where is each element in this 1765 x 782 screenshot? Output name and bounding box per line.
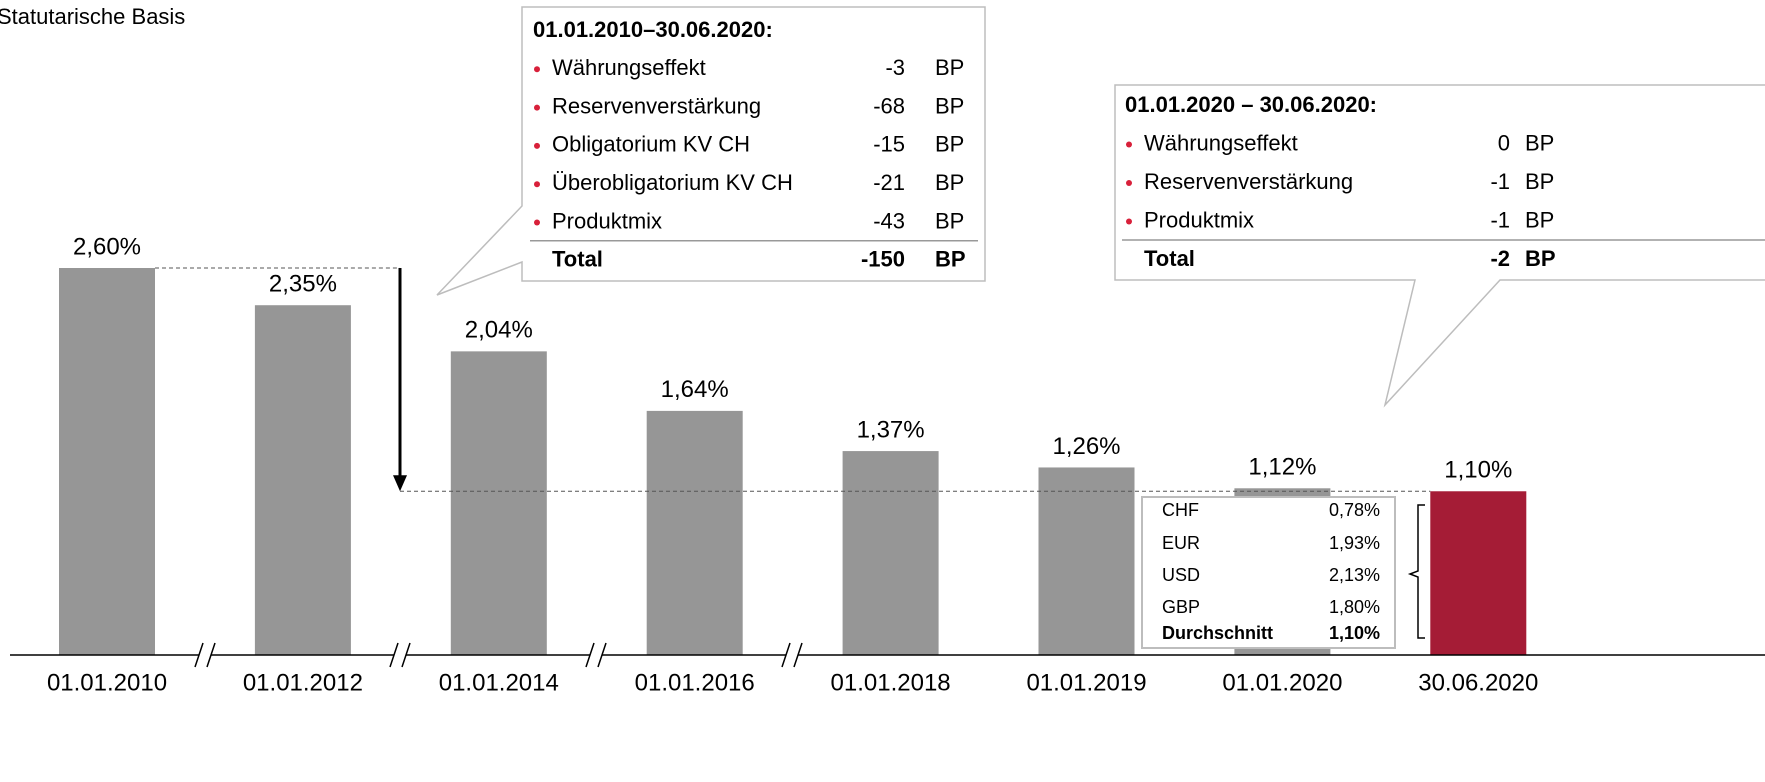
currency-value: 1,10%: [1329, 623, 1380, 643]
callout-row-label: Produktmix: [1144, 207, 1254, 232]
axis-break: [781, 642, 791, 668]
bullet: [1126, 141, 1132, 148]
callout-row-unit: BP: [935, 93, 964, 118]
callout-total-label: Total: [552, 247, 603, 272]
bullet: [534, 142, 540, 149]
axis-break: [206, 642, 216, 668]
bar: [254, 305, 351, 655]
callout-row-unit: BP: [1525, 169, 1554, 194]
axis-break: [597, 642, 607, 668]
value-label: 1,26%: [1052, 433, 1120, 460]
callout-box: [1114, 84, 1765, 408]
callout-row-value: -15: [873, 132, 905, 157]
callout-row-value: 0: [1498, 130, 1510, 155]
callout-total-label: Total: [1144, 246, 1195, 271]
callout-row-label: Währungseffekt: [1144, 130, 1298, 155]
callout-total-value: -150: [861, 247, 905, 272]
currency-name: USD: [1162, 565, 1200, 585]
callout-row-unit: BP: [935, 132, 964, 157]
axis-break-gap: [199, 652, 211, 658]
x-tick-label: 01.01.2010: [47, 669, 167, 696]
callout-row-value: -68: [873, 93, 905, 118]
bar: [59, 268, 155, 655]
callout-box: [436, 6, 986, 296]
value-label: 1,12%: [1248, 454, 1316, 481]
callout-total-value: -2: [1490, 246, 1510, 271]
callout-row-unit: BP: [935, 170, 964, 195]
callout-row-label: Produktmix: [552, 208, 662, 233]
bar: [646, 410, 743, 655]
callout-title: 01.01.2020 – 30.06.2020:: [1125, 92, 1377, 117]
currency-value: 0,78%: [1329, 500, 1380, 520]
bar: [1430, 491, 1527, 655]
value-label: 1,64%: [661, 376, 729, 403]
x-tick-label: 01.01.2019: [1026, 669, 1146, 696]
brace: [1407, 504, 1425, 639]
value-label: 2,04%: [465, 317, 533, 344]
value-label: 2,60%: [73, 233, 141, 260]
axis-break: [585, 642, 595, 668]
bullet: [534, 219, 540, 226]
bar: [450, 351, 547, 655]
currency-value: 2,13%: [1329, 565, 1380, 585]
callout-row-label: Reservenverstärkung: [552, 93, 761, 118]
callout-total-unit: BP: [935, 247, 966, 272]
x-tick-label: 30.06.2020: [1418, 669, 1538, 696]
callout-row-value: -3: [885, 55, 905, 80]
subtitle: Statutarische Basis: [0, 4, 185, 29]
callout-title: 01.01.2010–30.06.2020:: [533, 17, 773, 42]
callout-row-unit: BP: [1525, 207, 1554, 232]
value-label: 2,35%: [269, 271, 337, 298]
callout-row-value: -1: [1490, 207, 1510, 232]
x-tick-label: 01.01.2016: [635, 669, 755, 696]
bullet: [534, 181, 540, 188]
callout-row-label: Reservenverstärkung: [1144, 169, 1353, 194]
bullet: [534, 66, 540, 73]
x-tick-label: 01.01.2018: [831, 669, 951, 696]
axis-break: [793, 642, 803, 668]
currency-name: GBP: [1162, 597, 1200, 617]
axis-break-gap: [590, 652, 602, 658]
arrow-head: [393, 475, 407, 492]
x-tick-label: 01.01.2020: [1222, 669, 1342, 696]
currency-name: Durchschnitt: [1162, 623, 1273, 643]
value-label: 1,37%: [857, 416, 925, 443]
axis-break-gap: [394, 652, 406, 658]
callout-total-unit: BP: [1525, 246, 1556, 271]
callout-row-label: Überobligatorium KV CH: [552, 170, 793, 195]
value-label: 1,10%: [1444, 457, 1512, 484]
axis-break: [389, 642, 399, 668]
callout-row-unit: BP: [935, 208, 964, 233]
callout-row-value: -43: [873, 208, 905, 233]
callout-row-label: Obligatorium KV CH: [552, 132, 750, 157]
callout-row-label: Währungseffekt: [552, 55, 706, 80]
callout-row-unit: BP: [1525, 130, 1554, 155]
currency-name: EUR: [1162, 533, 1200, 553]
axis-break: [401, 642, 411, 668]
bullet: [1126, 180, 1132, 186]
x-tick-label: 01.01.2014: [439, 669, 559, 696]
bullet: [534, 104, 540, 111]
bar: [1038, 467, 1135, 655]
callout-row-unit: BP: [935, 55, 964, 80]
x-tick-label: 01.01.2012: [243, 669, 363, 696]
callout-row-value: -1: [1490, 169, 1510, 194]
bar: [842, 451, 939, 655]
currency-value: 1,80%: [1329, 597, 1380, 617]
currency-name: CHF: [1162, 500, 1199, 520]
bullet: [1126, 218, 1132, 225]
callout-row-value: -21: [873, 170, 905, 195]
axis-break: [194, 642, 204, 668]
currency-value: 1,93%: [1329, 533, 1380, 553]
axis-break-gap: [786, 652, 798, 658]
currency-table-box: [1141, 496, 1396, 649]
